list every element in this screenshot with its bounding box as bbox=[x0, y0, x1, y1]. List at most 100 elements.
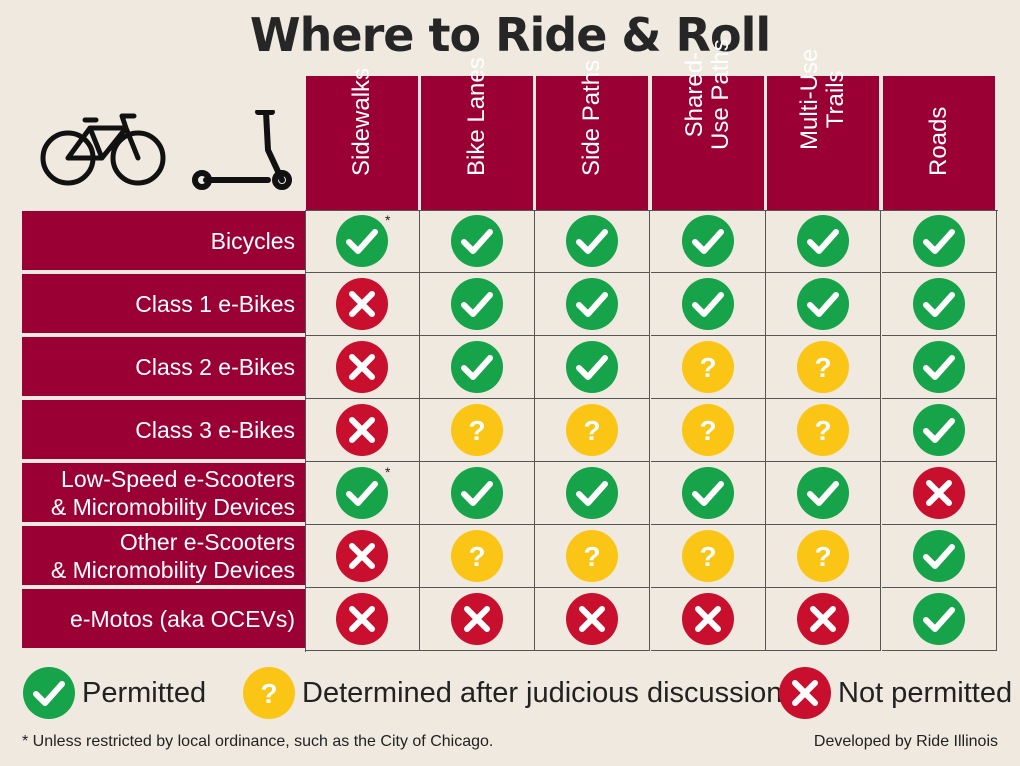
check-circle-icon bbox=[797, 467, 849, 519]
svg-text:?: ? bbox=[699, 352, 716, 383]
check-circle-icon bbox=[797, 278, 849, 330]
column-header-label: Sidewalks bbox=[348, 67, 375, 176]
row-label: Class 2 e-Bikes bbox=[22, 337, 305, 398]
table-cell bbox=[651, 588, 766, 651]
bicycle-icon bbox=[40, 113, 166, 186]
question-circle-icon: ? bbox=[243, 667, 295, 719]
table-cell bbox=[305, 336, 420, 399]
check-circle-icon bbox=[566, 278, 618, 330]
table-cell bbox=[882, 273, 997, 336]
row-label: Class 3 e-Bikes bbox=[22, 400, 305, 461]
scooter-icon bbox=[192, 110, 292, 190]
legend-not-permitted: Not permitted bbox=[778, 666, 1012, 720]
svg-text:?: ? bbox=[814, 541, 831, 572]
table-cell bbox=[882, 336, 997, 399]
table-cell: ? bbox=[420, 399, 535, 462]
question-circle-icon: ? bbox=[451, 404, 503, 456]
table-cell: * bbox=[305, 462, 420, 525]
table-cell bbox=[305, 588, 420, 651]
row-label: Bicycles bbox=[22, 211, 305, 272]
column-header-label: Shared- Use Paths bbox=[681, 39, 734, 150]
svg-text:?: ? bbox=[814, 415, 831, 446]
table-cell: ? bbox=[651, 336, 766, 399]
question-circle-icon: ? bbox=[797, 530, 849, 582]
table-cell bbox=[305, 525, 420, 588]
table-cell bbox=[882, 399, 997, 462]
legend-maybe-label: Determined after judicious discussion bbox=[302, 676, 783, 709]
table-cell: ? bbox=[766, 399, 881, 462]
table-cell bbox=[651, 210, 766, 273]
table-cell bbox=[766, 588, 881, 651]
table-cell: ? bbox=[766, 336, 881, 399]
x-circle-icon bbox=[336, 404, 388, 456]
legend-maybe: ? Determined after judicious discussion bbox=[242, 666, 782, 720]
column-header-label: Roads bbox=[925, 106, 952, 176]
column-header-label: Bike Lanes bbox=[463, 57, 490, 176]
page-title: Where to Ride & Roll bbox=[249, 8, 771, 62]
legend-permitted-label: Permitted bbox=[82, 676, 207, 709]
svg-text:?: ? bbox=[260, 678, 277, 709]
table-cell bbox=[535, 462, 650, 525]
vehicle-icons bbox=[30, 105, 300, 195]
svg-text:?: ? bbox=[699, 415, 716, 446]
table-cell bbox=[420, 336, 535, 399]
question-circle-icon: ? bbox=[566, 530, 618, 582]
table-cell bbox=[766, 273, 881, 336]
table-cell bbox=[535, 588, 650, 651]
check-circle-icon bbox=[451, 341, 503, 393]
check-circle-icon bbox=[451, 215, 503, 267]
table-cell: ? bbox=[420, 525, 535, 588]
table-cell bbox=[535, 273, 650, 336]
column-header: Sidewalks bbox=[306, 68, 420, 210]
check-circle-icon bbox=[336, 467, 388, 519]
check-circle-icon bbox=[682, 278, 734, 330]
table-cell: ? bbox=[535, 399, 650, 462]
svg-text:?: ? bbox=[468, 541, 485, 572]
column-header: Bike Lanes bbox=[421, 57, 535, 210]
table-cell bbox=[420, 210, 535, 273]
x-circle-icon bbox=[451, 593, 503, 645]
table-cell bbox=[766, 462, 881, 525]
check-circle-icon bbox=[913, 404, 965, 456]
table-cell bbox=[766, 210, 881, 273]
column-header: Roads bbox=[883, 76, 997, 210]
check-circle-icon bbox=[913, 278, 965, 330]
check-circle-icon bbox=[682, 467, 734, 519]
question-circle-icon: ? bbox=[797, 341, 849, 393]
table-cell bbox=[651, 273, 766, 336]
column-header-label: Multi-Use Trails bbox=[796, 48, 849, 150]
asterisk-mark: * bbox=[385, 212, 391, 228]
svg-text:?: ? bbox=[699, 541, 716, 572]
row-label: Other e-Scooters & Micromobility Devices bbox=[22, 526, 305, 587]
x-circle-icon bbox=[566, 593, 618, 645]
table-cell bbox=[882, 588, 997, 651]
check-circle-icon bbox=[797, 215, 849, 267]
asterisk-mark: * bbox=[385, 464, 391, 480]
x-circle-icon bbox=[336, 341, 388, 393]
table-cell bbox=[420, 273, 535, 336]
table-cell bbox=[882, 525, 997, 588]
credit: Developed by Ride Illinois bbox=[813, 733, 998, 750]
x-circle-icon bbox=[682, 593, 734, 645]
row-label: e-Motos (aka OCEVs) bbox=[22, 589, 305, 650]
row-label: Class 1 e-Bikes bbox=[22, 274, 305, 335]
row-label: Low-Speed e-Scooters & Micromobility Dev… bbox=[22, 463, 305, 524]
footnote: * Unless restricted by local ordinance, … bbox=[22, 733, 494, 750]
legend-not-permitted-label: Not permitted bbox=[838, 676, 1013, 709]
x-circle-icon bbox=[336, 278, 388, 330]
x-circle-icon bbox=[336, 530, 388, 582]
question-circle-icon: ? bbox=[797, 404, 849, 456]
check-circle-icon bbox=[451, 278, 503, 330]
x-circle-icon bbox=[336, 593, 388, 645]
table-cell: ? bbox=[651, 399, 766, 462]
legend-permitted: Permitted bbox=[22, 666, 206, 720]
svg-text:?: ? bbox=[468, 415, 485, 446]
question-circle-icon: ? bbox=[682, 341, 734, 393]
table-cell: ? bbox=[651, 525, 766, 588]
table-cell bbox=[420, 462, 535, 525]
x-circle-icon bbox=[797, 593, 849, 645]
check-circle-icon bbox=[566, 341, 618, 393]
check-circle-icon bbox=[336, 215, 388, 267]
svg-text:?: ? bbox=[583, 541, 600, 572]
table-cell bbox=[420, 588, 535, 651]
